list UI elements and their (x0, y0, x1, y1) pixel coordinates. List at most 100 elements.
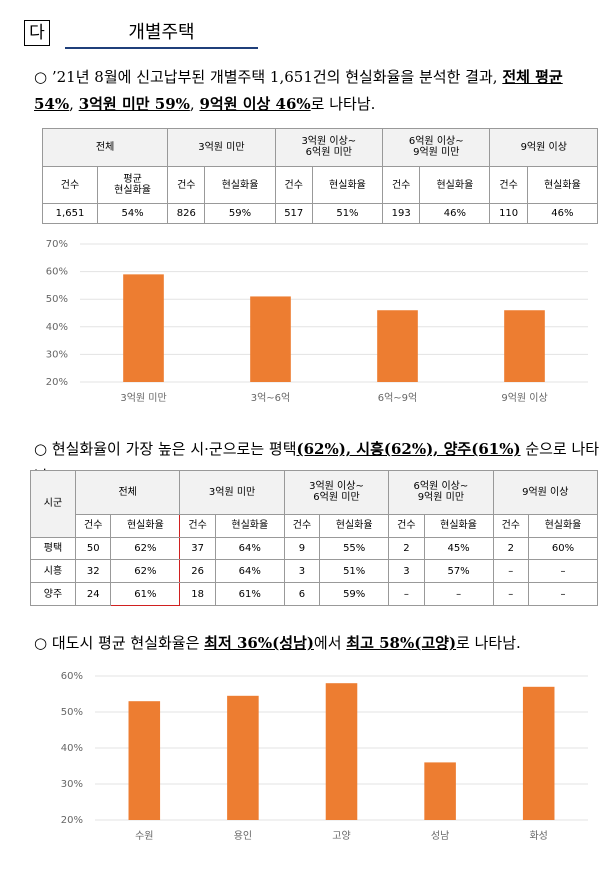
table-cell: 59% (319, 582, 390, 606)
bar (504, 310, 545, 382)
table-cell: 2 (492, 536, 529, 561)
table-cell: 9 (283, 536, 321, 561)
bar (522, 686, 555, 820)
table-cell: 2 (388, 536, 425, 561)
chart: 20% 30% 40% 50% 60% 70% 3억원 미만 3억~6억 6억~9억 9억원 이상 (46, 239, 588, 404)
table: 전체 3억원 미만 3억원 이상~ 6억원 미만 6억원 이상~ 9억원 미만 9억원 … (41, 128, 599, 224)
table-cell: 193 (382, 203, 421, 224)
header-cell: 6억원 이상~ 9억원 미만 (388, 470, 494, 515)
table-cell: 55% (319, 536, 390, 561)
header-cell: 현실화율 (110, 513, 181, 538)
table-row: 양주 24 61% 18 61% 6 59% – – – – (30, 582, 599, 606)
header-cell: 3억원 이상~ 6억원 미만 (283, 470, 390, 515)
header-cell: 9억원 이상 (489, 128, 598, 167)
emphasis: 전체 평균 54% (34, 68, 563, 113)
table-cell: 26 (179, 559, 216, 584)
bar (227, 695, 259, 820)
table-cell: 51% (319, 559, 390, 584)
text-run: 로 나타남. (456, 634, 521, 652)
x-tick-label: 용인 (234, 830, 252, 842)
table-cell: 51% (311, 203, 384, 224)
emphasis: 9억원 이상 46% (199, 95, 311, 113)
text-run: , (189, 95, 200, 113)
chart: 20% 30% 40% 50% 60% 수원 용인 고양 성남 화성 (61, 671, 588, 842)
y-tick-label: 20% (61, 815, 83, 826)
table-cell: 110 (489, 203, 528, 224)
text-run: 에서 (313, 634, 347, 652)
table-cell: 59% (204, 203, 276, 224)
y-tick-label: 50% (61, 707, 83, 718)
header-cell: 6억원 이상~ 9억원 미만 (382, 128, 491, 167)
header-cell: 평균 현실화율 (96, 165, 169, 205)
bar (128, 701, 161, 820)
subheader-row: 건수 평균 현실화율 건수 현실화율 건수 현실화율 건수 현실화율 건수 현실화율 (42, 165, 599, 205)
table-cell: 50 (74, 536, 112, 561)
table-cell: 32 (74, 559, 112, 584)
bar (123, 274, 164, 382)
bar (325, 683, 358, 820)
header-row: 시군 전체 3억원 미만 3억원 이상~ 6억원 미만 6억원 이상~ 9억원 미만 9억… (30, 470, 599, 538)
header-cell: 현실화율 (204, 165, 276, 205)
y-tick-label: 40% (46, 322, 68, 333)
x-tick-label: 3억원 미만 (120, 392, 166, 404)
bar (250, 296, 291, 382)
header-cell: 건수 (489, 165, 528, 205)
x-tick-label: 3억~6억 (251, 392, 291, 404)
table-cell: 양주 (30, 582, 76, 606)
table-cell: 시흥 (30, 559, 76, 584)
table-cell: 64% (214, 536, 285, 561)
text-run: 로 나타남. (310, 95, 376, 113)
y-tick-label: 20% (46, 377, 68, 388)
header-cell: 전체 (41, 128, 169, 167)
header-cell: 현실화율 (527, 513, 599, 538)
bar (377, 310, 418, 382)
x-tick-label: 고양 (332, 830, 350, 842)
x-tick-label: 6억~9억 (378, 392, 418, 404)
table-cell: 54% (96, 203, 169, 224)
table-row: 시흥 32 62% 26 64% 3 51% 3 57% – – (30, 559, 599, 584)
header-cell: 건수 (388, 513, 425, 538)
table-cell: 61% (214, 582, 285, 606)
table-cell: 18 (179, 582, 216, 606)
table-cell: 57% (423, 559, 494, 584)
header-cell: 건수 (74, 513, 112, 538)
table-cell: – (527, 559, 599, 584)
header-cell: 현실화율 (214, 513, 285, 538)
table-cell: 64% (214, 559, 285, 584)
table-cell: 평택 (30, 536, 76, 561)
y-tick-label: 30% (61, 779, 83, 790)
text-run: ○ ’21년 8월에 신고납부된 개별주택 1,651건의 현실화율을 분석한 … (34, 68, 503, 86)
y-tick-label: 30% (46, 349, 68, 360)
table-row: 1,651 54% 826 59% 517 51% 193 46% 110 46% (42, 203, 599, 224)
header-cell: 3억원 미만 (167, 128, 276, 167)
table-cell: – (423, 582, 494, 606)
table-cell: 3 (283, 559, 321, 584)
y-tick-label: 60% (46, 267, 68, 278)
x-tick-label: 화성 (529, 830, 547, 842)
header-row: 전체 3억원 미만 3억원 이상~ 6억원 미만 6억원 이상~ 9억원 미만 9억원 … (41, 128, 598, 167)
emphasis: (62%), 시흥(62%), 양주(61%) (296, 440, 521, 458)
table-cell: 517 (274, 203, 313, 224)
text-run: , (69, 95, 79, 113)
table-cell: 61% (110, 582, 181, 606)
y-tick-label: 70% (46, 239, 68, 250)
header-cell: 3억원 이상~ 6억원 미만 (274, 128, 384, 167)
header-cell: 현실화율 (319, 513, 390, 538)
table-cell: 62% (110, 559, 181, 584)
section-marker: 다 (24, 20, 50, 46)
table-row: 평택 50 62% 37 64% 9 55% 2 45% 2 60% (30, 536, 599, 561)
table-cell: 3 (388, 559, 425, 584)
header-cell: 시군 (30, 470, 76, 538)
paragraph: ○ ’21년 8월에 신고납부된 개별주택 1,651건의 현실화율을 분석한 … (34, 64, 604, 118)
y-tick-label: 60% (61, 671, 83, 682)
header-cell: 건수 (179, 513, 216, 538)
table-cell: 45% (423, 536, 494, 561)
x-tick-label: 수원 (135, 830, 153, 842)
header-cell: 건수 (167, 165, 206, 205)
header-cell: 3억원 미만 (179, 470, 285, 515)
header-cell: 건수 (382, 165, 421, 205)
emphasis: 최저 36%(성남) (204, 634, 314, 652)
table-cell: 826 (167, 203, 206, 224)
bar (424, 762, 456, 820)
